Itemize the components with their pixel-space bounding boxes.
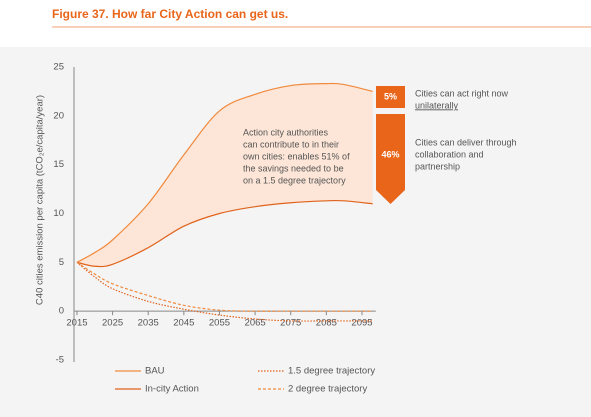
y-axis-label: C40 cities emission per capita (tCO₂e/ca… <box>35 95 46 305</box>
y-tick-label: 10 <box>53 208 64 219</box>
x-tick-label: 2095 <box>351 318 372 329</box>
callout-text: collaboration and <box>415 149 484 159</box>
range-band <box>76 83 373 267</box>
callout-arrow <box>376 114 405 204</box>
x-tick-label: 2085 <box>316 318 337 329</box>
series-line <box>76 261 373 312</box>
annotation-line: on a 1.5 degree trajectory <box>243 175 346 185</box>
x-tick-label: 2065 <box>245 318 266 329</box>
callout-box <box>376 86 405 108</box>
x-tick-label: 2015 <box>66 318 87 329</box>
callout-label: 46% <box>381 149 399 159</box>
legend-label: 1.5 degree trajectory <box>288 366 375 377</box>
legend-label: In-city Action <box>145 384 199 395</box>
y-tick-label: -5 <box>56 355 64 366</box>
callout-text: Cities can deliver through <box>415 137 517 147</box>
annotation-line: Action city authorities <box>243 127 329 137</box>
y-tick-label: 20 <box>53 110 64 121</box>
x-tick-label: 2075 <box>280 318 301 329</box>
callout-label: 5% <box>384 91 397 101</box>
chart-title: Figure 37. How far City Action can get u… <box>52 7 288 21</box>
y-tick-label: 5 <box>59 257 64 268</box>
annotation-line: the savings needed to be <box>243 163 344 173</box>
x-tick-label: 2055 <box>209 318 230 329</box>
series-line <box>76 199 373 268</box>
x-tick-label: 2045 <box>173 318 194 329</box>
legend-label: 2 degree trajectory <box>288 384 367 395</box>
series-line <box>76 82 373 263</box>
x-tick-label: 2025 <box>102 318 123 329</box>
callout-text: partnership <box>415 161 460 171</box>
y-tick-label: 0 <box>59 306 64 317</box>
callout-text: Cities can act right now <box>415 88 509 98</box>
y-tick-label: 15 <box>53 159 64 170</box>
notes: Action city authorities can contribute to… <box>243 88 517 185</box>
y-tick-label: 25 <box>53 62 64 73</box>
series-line <box>76 261 373 322</box>
callout-text: unilaterally <box>415 100 459 110</box>
annotation-line: can contribute to in their <box>243 139 339 149</box>
legend-label: BAU <box>145 366 165 377</box>
annotation-line: own cities: enables 51% of <box>243 151 350 161</box>
x-tick-label: 2035 <box>138 318 159 329</box>
